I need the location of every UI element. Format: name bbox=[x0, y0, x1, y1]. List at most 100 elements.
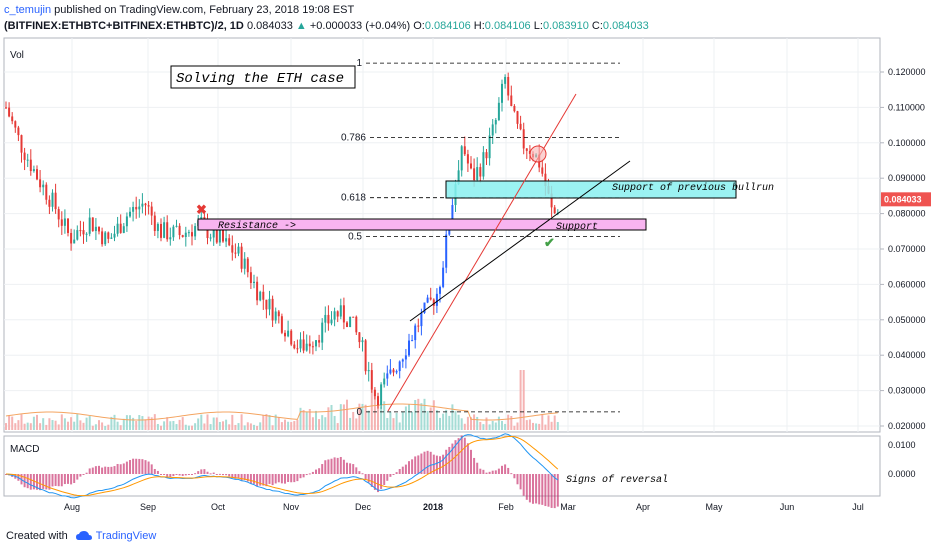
candle-body bbox=[119, 223, 122, 233]
candle-body bbox=[383, 378, 386, 385]
fib-level-label: 1 bbox=[356, 58, 362, 69]
candle-body bbox=[11, 116, 14, 122]
candle-body bbox=[519, 123, 522, 130]
price-tick: 0.080000 bbox=[888, 209, 926, 219]
volume-bar bbox=[497, 416, 500, 430]
volume-bar bbox=[349, 417, 352, 430]
candle-body bbox=[408, 340, 410, 356]
candle-body bbox=[249, 272, 252, 283]
drawings[interactable] bbox=[197, 93, 737, 412]
volume-bar bbox=[246, 422, 249, 430]
candle-body bbox=[240, 246, 243, 269]
fib-level-label: 0.786 bbox=[341, 132, 366, 143]
resistance-label: Resistance -> bbox=[218, 220, 296, 232]
volume-bar bbox=[147, 416, 150, 430]
price-chart[interactable]: 1 0.786 0.618 0.5 0 Solving the ETH case Res… bbox=[0, 36, 932, 526]
volume-bar bbox=[330, 404, 333, 430]
volume-bar bbox=[435, 410, 438, 430]
candle-body bbox=[488, 135, 491, 159]
time-tick: Aug bbox=[64, 502, 80, 512]
candle-body bbox=[184, 232, 187, 238]
volume-bar bbox=[160, 425, 162, 430]
volume-bar bbox=[119, 425, 122, 430]
volume-bar bbox=[70, 417, 73, 430]
candle-body bbox=[253, 281, 255, 283]
volume-bar bbox=[203, 423, 206, 430]
author-link[interactable]: c_temujin bbox=[4, 4, 52, 16]
reversal-circle[interactable] bbox=[529, 145, 547, 163]
volume-bar bbox=[228, 424, 231, 430]
candle-body bbox=[29, 159, 32, 172]
volume-bar bbox=[296, 419, 299, 430]
publish-line: c_temujin published on TradingView.com, … bbox=[4, 2, 928, 18]
candle-body bbox=[330, 319, 333, 324]
fib-retracement[interactable]: 1 0.786 0.618 0.5 0 bbox=[341, 58, 620, 418]
tradingview-brand[interactable]: TradingView bbox=[95, 530, 157, 542]
volume-bar bbox=[358, 403, 361, 430]
candle-body bbox=[147, 205, 150, 207]
candle-body bbox=[522, 129, 525, 149]
candle-body bbox=[48, 199, 51, 207]
drawing-labels: Solving the ETH case Resistance -> Suppo… bbox=[170, 65, 774, 486]
candle-body bbox=[94, 226, 97, 232]
red-trendline[interactable] bbox=[387, 93, 577, 412]
candle-body bbox=[305, 343, 308, 351]
candle-body bbox=[432, 299, 435, 306]
fib-level-label: 0.618 bbox=[341, 193, 366, 204]
support-label: Support bbox=[556, 222, 598, 233]
volume-bar bbox=[454, 411, 457, 430]
volume-bar bbox=[181, 417, 184, 430]
candle-body bbox=[187, 232, 190, 234]
up-arrow-icon: ▲ bbox=[295, 20, 307, 32]
volume-bar bbox=[482, 424, 485, 430]
volume-bar bbox=[339, 404, 342, 430]
candle-body bbox=[404, 355, 407, 360]
candle-body bbox=[327, 314, 330, 324]
volume-bar bbox=[333, 415, 336, 430]
candle-body bbox=[209, 237, 212, 239]
candle-body bbox=[85, 233, 88, 235]
volume-bar bbox=[104, 425, 107, 430]
volume-bar bbox=[380, 406, 383, 430]
volume-bar bbox=[302, 409, 305, 430]
volume-bar bbox=[417, 398, 420, 430]
volume-bar bbox=[107, 424, 110, 430]
volume-bar bbox=[504, 423, 507, 430]
volume-bar bbox=[485, 417, 488, 430]
volume-bar bbox=[398, 422, 401, 430]
candle-body bbox=[544, 173, 547, 187]
candle-body bbox=[129, 211, 131, 217]
title-box[interactable] bbox=[170, 65, 356, 89]
candle-body bbox=[485, 152, 488, 159]
candle-body bbox=[104, 232, 107, 245]
volume-bar bbox=[408, 404, 410, 430]
macd-pane[interactable] bbox=[3, 435, 881, 497]
volume-bar bbox=[48, 418, 51, 430]
volume-bar bbox=[491, 420, 494, 430]
main-pane[interactable] bbox=[3, 37, 881, 433]
volume-bar bbox=[432, 400, 435, 430]
footer: Created with TradingView bbox=[6, 528, 156, 544]
volume-bar bbox=[466, 416, 469, 430]
candle-body bbox=[311, 346, 314, 348]
resistance-support-box[interactable] bbox=[197, 218, 647, 231]
black-trendline[interactable] bbox=[409, 160, 631, 322]
volume-bar bbox=[299, 407, 302, 430]
candle-body bbox=[172, 226, 175, 238]
volume-bar bbox=[287, 421, 290, 430]
candle-body bbox=[122, 226, 125, 233]
candle-body bbox=[308, 343, 311, 347]
volume-bar bbox=[541, 414, 544, 430]
volume-bar bbox=[383, 401, 386, 430]
support-bullrun-label: Support of previous bullrun bbox=[612, 182, 774, 194]
volume-bar bbox=[321, 415, 324, 430]
candle-body bbox=[246, 258, 249, 273]
candle-body bbox=[280, 316, 283, 333]
volume-bar bbox=[166, 417, 169, 430]
volume-bar bbox=[479, 421, 482, 430]
candle-body bbox=[426, 297, 429, 303]
volume-bar bbox=[42, 418, 45, 430]
volume-bar bbox=[209, 424, 212, 430]
macd-line bbox=[5, 433, 559, 499]
candle-body bbox=[448, 226, 451, 235]
